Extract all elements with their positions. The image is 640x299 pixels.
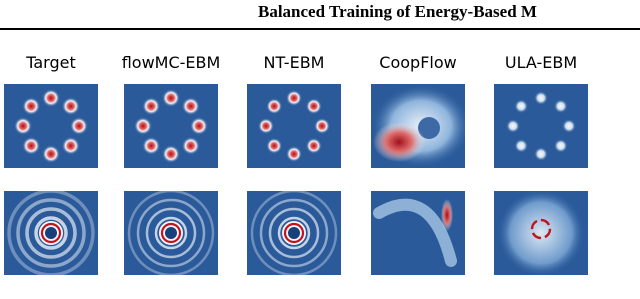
column-label: NT-EBM bbox=[264, 53, 325, 72]
density-mode bbox=[514, 99, 529, 114]
density-mode bbox=[190, 117, 208, 135]
running-title: Balanced Training of Energy-Based M bbox=[258, 2, 537, 21]
density-mode bbox=[266, 98, 283, 115]
density-mode bbox=[286, 90, 302, 106]
density-ring bbox=[277, 216, 311, 250]
density-mode bbox=[258, 118, 274, 134]
density-ring bbox=[7, 191, 95, 275]
column-label: Target bbox=[25, 53, 76, 72]
density-mode bbox=[142, 97, 161, 116]
density-ring-peak bbox=[160, 222, 182, 244]
density-mode bbox=[134, 117, 152, 135]
density-ring bbox=[154, 216, 188, 250]
density-panel bbox=[247, 191, 341, 275]
density-panel bbox=[4, 191, 98, 275]
density-mode bbox=[305, 98, 322, 115]
density-ring bbox=[145, 207, 197, 259]
density-panel bbox=[4, 84, 98, 168]
density-mode bbox=[162, 89, 180, 107]
density-ring bbox=[16, 198, 86, 268]
density-peak bbox=[373, 122, 425, 162]
density-mode bbox=[534, 91, 548, 105]
density-mode bbox=[553, 138, 568, 153]
density-ring bbox=[127, 191, 215, 275]
density-arc bbox=[373, 198, 457, 267]
density-mode bbox=[14, 117, 32, 135]
density-panel bbox=[247, 84, 341, 168]
density-panel bbox=[124, 191, 218, 275]
header-rule bbox=[0, 28, 640, 30]
density-ring bbox=[25, 207, 77, 259]
density-ring bbox=[250, 191, 338, 275]
density-disk bbox=[497, 191, 585, 275]
density-panel bbox=[494, 84, 588, 168]
density-panel bbox=[124, 84, 218, 168]
density-hole bbox=[418, 117, 440, 139]
density-mode bbox=[534, 147, 548, 161]
density-mode bbox=[61, 136, 80, 155]
density-mode bbox=[42, 145, 60, 163]
density-ring-peak bbox=[40, 222, 62, 244]
density-ring bbox=[530, 218, 552, 240]
density-mode bbox=[162, 145, 180, 163]
density-ring bbox=[34, 216, 68, 250]
density-mode bbox=[181, 97, 200, 116]
density-panel bbox=[494, 191, 588, 275]
density-mode bbox=[142, 136, 161, 155]
density-ring bbox=[268, 207, 320, 259]
density-mode bbox=[305, 137, 322, 154]
density-mode bbox=[506, 119, 520, 133]
density-mode bbox=[553, 99, 568, 114]
density-panel bbox=[371, 84, 465, 168]
density-ring-peak bbox=[283, 222, 305, 244]
density-ring bbox=[136, 198, 206, 268]
density-mode bbox=[22, 97, 41, 116]
density-mode bbox=[181, 136, 200, 155]
density-mode bbox=[42, 89, 60, 107]
density-mode bbox=[514, 138, 529, 153]
density-mode bbox=[562, 119, 576, 133]
density-mode bbox=[70, 117, 88, 135]
density-panel bbox=[371, 191, 465, 275]
density-mode bbox=[266, 137, 283, 154]
column-label: CoopFlow bbox=[379, 53, 456, 72]
density-mode bbox=[61, 97, 80, 116]
column-label: flowMC-EBM bbox=[122, 53, 221, 72]
density-mode bbox=[286, 146, 302, 162]
density-ring bbox=[259, 198, 329, 268]
density-peak bbox=[441, 199, 453, 231]
column-label: ULA-EBM bbox=[505, 53, 577, 72]
density-mode bbox=[314, 118, 330, 134]
density-mode bbox=[22, 136, 41, 155]
